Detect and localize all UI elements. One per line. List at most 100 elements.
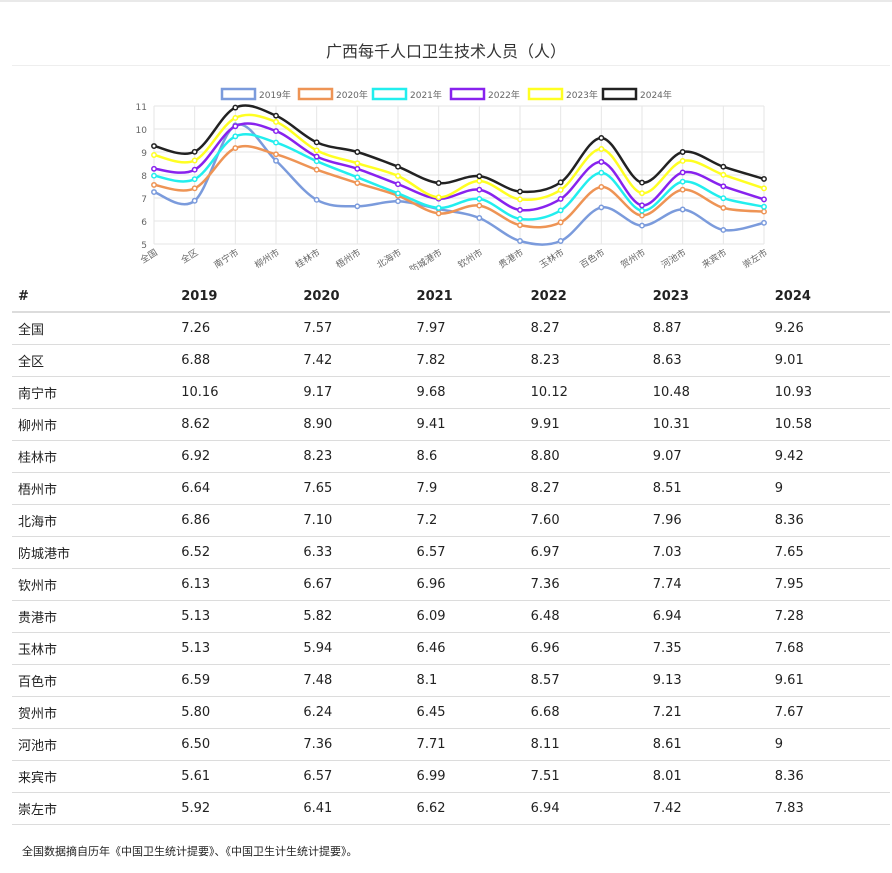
x-tick-label: 玉林市 <box>537 246 566 270</box>
table-cell: 6.99 <box>410 760 525 793</box>
legend-swatch <box>449 87 486 101</box>
table-cell: 10.12 <box>524 376 647 409</box>
data-point <box>313 139 320 146</box>
row-label: 全国 <box>12 312 176 345</box>
table-cell: 6.94 <box>524 792 647 825</box>
data-point <box>151 165 157 172</box>
table-header: #2019 2020 2021 2022 2023 2024 <box>12 281 890 313</box>
page-title: 广西每千人口卫生技术人员（人） <box>325 42 566 61</box>
table-cell: 7.28 <box>768 600 890 633</box>
table-header-row: #2019 2020 2021 2022 2023 2024 <box>12 281 890 313</box>
table-cell: 7.97 <box>410 312 525 345</box>
data-point <box>273 139 279 146</box>
table-cell: 6.96 <box>410 568 525 601</box>
table-cell: 8.1 <box>410 664 525 697</box>
y-tick-label: 10 <box>136 126 148 136</box>
data-point <box>273 128 279 135</box>
data-point <box>720 227 727 233</box>
data-point <box>191 148 198 155</box>
table-cell: 7.82 <box>410 344 525 377</box>
data-point <box>517 196 523 203</box>
data-point <box>395 172 401 179</box>
data-point <box>232 115 239 121</box>
data-point <box>557 238 564 244</box>
data-point <box>313 147 320 154</box>
x-tick-label: 钦州市 <box>456 246 485 270</box>
table-cell: 9.13 <box>646 664 769 697</box>
data-point <box>517 215 523 222</box>
column-header: 2023 <box>646 281 769 313</box>
column-header: # <box>12 281 176 313</box>
table-cell: 7.35 <box>646 632 769 665</box>
table-cell: 6.94 <box>646 600 769 633</box>
data-point <box>435 180 442 187</box>
table-row: 来宾市 5.61 6.57 6.99 7.51 8.01 8.36 <box>12 760 890 793</box>
table-cell: 7.71 <box>410 728 525 761</box>
table-cell: 7.03 <box>646 536 769 569</box>
data-point <box>313 158 320 165</box>
data-point <box>517 222 523 229</box>
data-point <box>395 181 401 188</box>
table-cell: 7.36 <box>524 568 647 601</box>
table-cell: 9.17 <box>297 376 411 409</box>
legend-swatch <box>297 87 334 101</box>
legend-swatch <box>601 87 638 101</box>
data-point <box>354 203 361 210</box>
table-row: 全国 7.26 7.57 7.97 8.27 8.87 9.26 <box>12 312 890 345</box>
data-point <box>476 195 483 202</box>
data-point <box>598 184 605 190</box>
data-point <box>639 212 645 219</box>
data-point <box>761 208 767 215</box>
table-cell: 7.21 <box>646 696 769 729</box>
row-label: 贵港市 <box>12 600 176 633</box>
row-label: 桂林市 <box>12 440 176 473</box>
data-point <box>761 196 767 203</box>
data-point <box>761 175 767 182</box>
data-point <box>273 151 279 158</box>
table-cell: 6.64 <box>175 472 298 505</box>
data-point <box>435 204 442 211</box>
data-point <box>191 197 198 204</box>
table-cell: 6.68 <box>524 696 647 729</box>
table-cell: 8.36 <box>768 504 890 537</box>
table-cell: 9.01 <box>768 344 890 377</box>
data-point <box>761 185 767 192</box>
data-point <box>517 238 523 244</box>
table-cell: 10.93 <box>768 376 890 409</box>
table-cell: 9.26 <box>768 312 890 345</box>
data-point <box>639 190 645 197</box>
data-point <box>639 222 645 229</box>
data-point <box>395 163 401 170</box>
data-point <box>191 176 198 183</box>
table-cell: 8.90 <box>297 408 411 441</box>
table-cell: 8.27 <box>524 312 647 345</box>
table-row: 贵港市 5.13 5.82 6.09 6.48 6.94 7.28 <box>12 600 890 633</box>
x-tick-label: 河池市 <box>659 246 688 270</box>
column-header: 2024 <box>768 281 890 313</box>
table-cell: 9.42 <box>768 440 890 473</box>
table-cell: 7.60 <box>524 504 647 537</box>
data-point <box>557 207 564 214</box>
data-point <box>151 189 157 195</box>
data-point <box>679 178 686 185</box>
data-point <box>313 196 320 203</box>
table-cell: 6.50 <box>175 728 298 761</box>
legend-swatch <box>220 87 257 101</box>
data-point <box>679 169 686 176</box>
table-cell: 9.41 <box>410 408 525 441</box>
y-tick-label: 9 <box>141 149 147 159</box>
table-cell: 9 <box>768 472 890 505</box>
table-cell: 5.13 <box>175 600 298 633</box>
table-cell: 6.96 <box>524 632 647 665</box>
table-cell: 8.36 <box>768 760 890 793</box>
row-label: 河池市 <box>12 728 176 761</box>
data-point <box>720 183 727 190</box>
table-cell: 6.62 <box>410 792 525 825</box>
table-cell: 7.68 <box>768 632 890 665</box>
data-point <box>679 206 686 213</box>
data-point <box>557 187 564 193</box>
legend-label: 2022年 <box>488 89 520 101</box>
table-cell: 8.57 <box>524 664 647 697</box>
table-cell: 7.51 <box>524 760 647 793</box>
